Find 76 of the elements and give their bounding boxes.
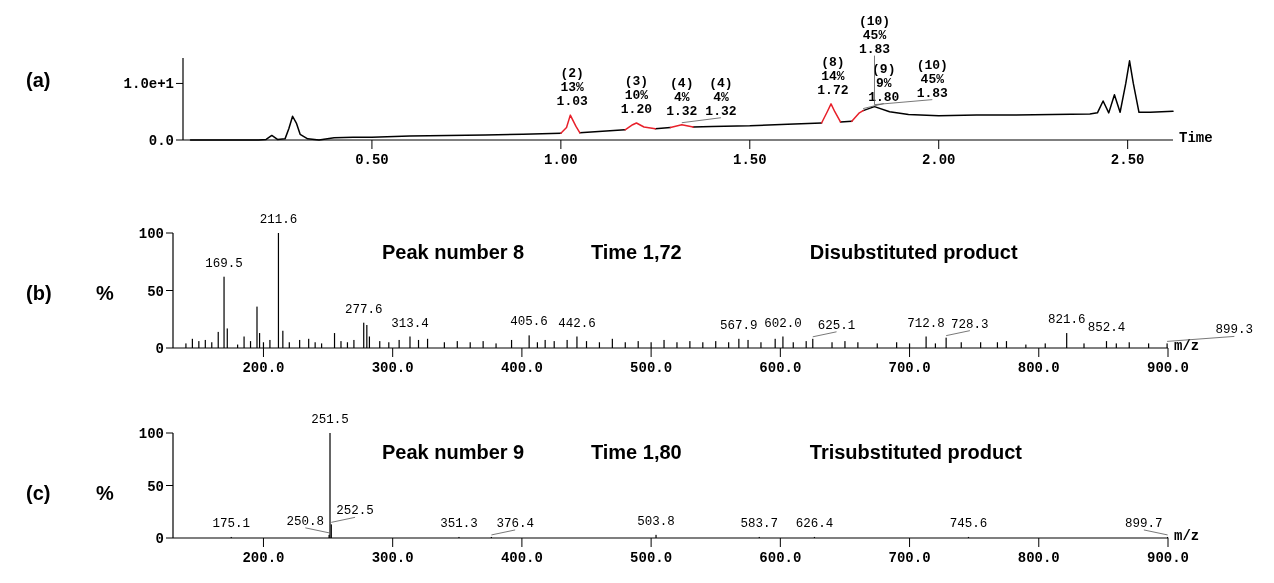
annotation: (2) 13% 1.03 bbox=[556, 66, 588, 110]
y-tick-label: 100 bbox=[138, 426, 164, 442]
x-axis-title: m/z bbox=[1174, 338, 1200, 354]
x-tick-label: 400.0 bbox=[500, 360, 543, 376]
annotation: 899.3 bbox=[1215, 323, 1254, 338]
annotation: 211.6 bbox=[259, 213, 298, 227]
annotation: 745.6 bbox=[949, 516, 988, 531]
x-tick-label: 1.50 bbox=[732, 152, 767, 168]
annotation: 625.1 bbox=[817, 318, 856, 333]
y-tick-label: 1.0e+1 bbox=[123, 76, 174, 93]
x-tick-label: 400.0 bbox=[500, 550, 543, 566]
x-tick-label: 500.0 bbox=[630, 360, 673, 376]
y-tick-label: 0 bbox=[155, 341, 164, 357]
y-axis-title: % bbox=[96, 482, 114, 504]
annotation: 503.8 bbox=[637, 514, 675, 529]
x-tick-label: 900.0 bbox=[1146, 550, 1190, 566]
annotation: 852.4 bbox=[1087, 321, 1126, 336]
x-tick-label: 800.0 bbox=[1017, 360, 1060, 376]
annotation: 712.8 bbox=[907, 316, 945, 331]
x-tick-label: 200.0 bbox=[242, 360, 285, 376]
annotation: 277.6 bbox=[344, 302, 383, 317]
y-axis-title: % bbox=[96, 282, 114, 304]
annotation: (4) 4% 1.32 bbox=[666, 75, 698, 119]
annotation: 251.5 bbox=[311, 413, 349, 427]
annotation: Trisubstituted product bbox=[809, 441, 1023, 463]
annotation: Disubstituted product bbox=[809, 241, 1018, 263]
x-tick-label: 500.0 bbox=[630, 550, 673, 566]
annotation: 169.5 bbox=[205, 256, 243, 271]
x-tick-label: 900.0 bbox=[1146, 360, 1190, 376]
y-tick-label: 50 bbox=[147, 283, 164, 300]
annotation: 583.7 bbox=[740, 516, 779, 531]
x-tick-label: 800.0 bbox=[1017, 550, 1060, 566]
annotation: 175.1 bbox=[212, 516, 251, 531]
x-tick-label: 200.0 bbox=[242, 550, 285, 566]
annotation: 442.6 bbox=[558, 316, 596, 331]
x-axis-title: m/z bbox=[1174, 528, 1200, 544]
annotation: 626.4 bbox=[795, 516, 834, 531]
x-tick-label: 300.0 bbox=[371, 550, 414, 566]
x-tick-label: 2.00 bbox=[921, 152, 956, 168]
annotation: (9) 9% 1.80 bbox=[868, 61, 900, 105]
annotation: 567.9 bbox=[720, 318, 758, 333]
annotation: (10) 45% 1.83 bbox=[858, 13, 891, 57]
y-tick-label: 100 bbox=[138, 226, 164, 242]
x-tick-label: 600.0 bbox=[759, 550, 802, 566]
annotation: 602.0 bbox=[764, 316, 802, 331]
x-tick-label: 0.50 bbox=[355, 152, 389, 168]
annotation: 405.6 bbox=[510, 315, 548, 330]
annotation: (4) 4% 1.32 bbox=[705, 75, 737, 119]
annotation: 899.7 bbox=[1125, 516, 1163, 531]
y-tick-label: 0.0 bbox=[148, 133, 174, 149]
text: (b) bbox=[26, 282, 52, 304]
x-tick-label: 700.0 bbox=[888, 360, 931, 376]
annotation: Peak number 9 bbox=[381, 441, 525, 463]
annotation: Time 1,80 bbox=[590, 441, 682, 463]
x-tick-label: 1.00 bbox=[544, 152, 578, 168]
x-axis-title: Time bbox=[1179, 130, 1213, 146]
annotation: (8) 14% 1.72 bbox=[817, 54, 849, 98]
annotation: 351.3 bbox=[440, 516, 478, 531]
x-tick-label: 700.0 bbox=[888, 550, 931, 566]
annotation: Time 1,72 bbox=[590, 241, 682, 263]
annotation: 728.3 bbox=[951, 317, 989, 332]
y-tick-label: 50 bbox=[147, 478, 164, 495]
annotation: 250.8 bbox=[286, 514, 325, 529]
annotation: Peak number 8 bbox=[381, 241, 525, 263]
text: (c) bbox=[26, 482, 51, 504]
annotation: 821.6 bbox=[1047, 313, 1086, 328]
annotation: 376.4 bbox=[496, 516, 534, 531]
annotation: (3) 10% 1.20 bbox=[620, 74, 653, 118]
text: (a) bbox=[26, 69, 51, 91]
y-tick-label: 0 bbox=[155, 531, 164, 547]
x-tick-label: 300.0 bbox=[371, 360, 414, 376]
x-tick-label: 600.0 bbox=[759, 360, 802, 376]
annotation: (10) 45% 1.83 bbox=[916, 57, 949, 101]
annotation: 252.5 bbox=[336, 504, 374, 519]
x-tick-label: 2.50 bbox=[1110, 152, 1145, 168]
annotation: 313.4 bbox=[391, 316, 429, 331]
